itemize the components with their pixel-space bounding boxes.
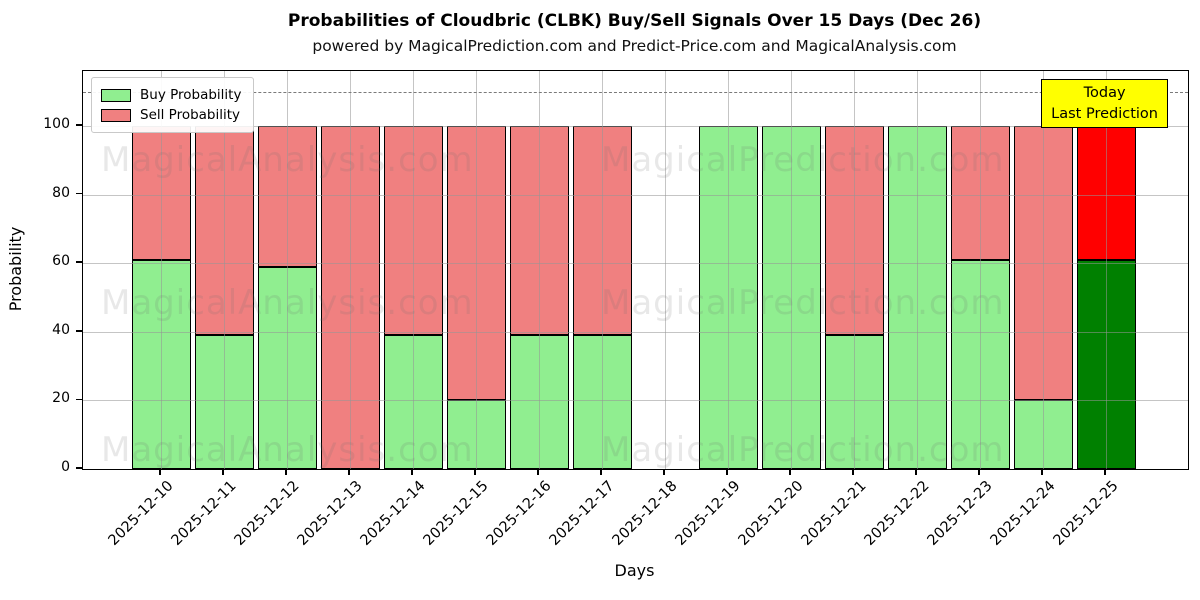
bar-segment-buy — [257, 266, 317, 469]
bar-segment-buy — [131, 259, 191, 469]
today-annotation-line1: Today — [1083, 85, 1126, 101]
x-tick-mark — [600, 469, 602, 475]
x-tick-mark — [222, 469, 224, 475]
y-tick-label: 0 — [61, 459, 70, 475]
x-tick-label: 2025-12-21 — [798, 478, 870, 549]
bar-segment-sell — [257, 125, 317, 267]
x-tick-label: 2025-12-14 — [357, 478, 429, 549]
y-tick-mark — [76, 192, 82, 195]
bar-segment-buy — [824, 335, 884, 469]
x-tick-label: 2025-12-24 — [987, 478, 1059, 549]
x-tick-label: 2025-12-18 — [609, 478, 681, 549]
bar-segment-sell — [446, 125, 506, 401]
bar-segment-buy — [1076, 259, 1136, 469]
x-tick-mark — [978, 469, 980, 475]
bar-segment-sell — [320, 125, 380, 469]
y-tick-mark — [76, 398, 82, 401]
chart-title: Probabilities of Cloudbric (CLBK) Buy/Se… — [287, 11, 982, 31]
y-tick-label: 60 — [52, 253, 70, 270]
bar-segment-sell — [1013, 125, 1073, 401]
y-tick-label: 20 — [52, 390, 70, 407]
x-tick-mark — [537, 469, 539, 475]
x-tick-mark — [159, 469, 161, 475]
x-tick-label: 2025-12-17 — [546, 478, 618, 549]
bar-segment-buy — [446, 400, 506, 469]
x-tick-label: 2025-12-13 — [294, 478, 366, 549]
bar-segment-buy — [698, 125, 758, 469]
x-tick-mark — [285, 469, 287, 475]
bar-segment-buy — [887, 125, 947, 469]
x-tick-label: 2025-12-22 — [861, 478, 933, 549]
bar-segment-buy — [761, 125, 821, 469]
x-tick-label: 2025-12-10 — [105, 478, 177, 549]
bar-segment-sell — [1076, 125, 1136, 260]
legend: Buy Probability Sell Probability — [91, 77, 255, 133]
buy-swatch-icon — [101, 88, 131, 102]
x-tick-mark — [1104, 469, 1106, 475]
legend-item-sell: Sell Probability — [101, 105, 241, 125]
bar-segment-buy — [1013, 400, 1073, 469]
bar-segment-buy — [509, 335, 569, 469]
bar-segment-sell — [383, 125, 443, 336]
today-annotation: Today Last Prediction — [1041, 79, 1168, 129]
bar-segment-buy — [950, 259, 1010, 469]
chart-subtitle: powered by MagicalPrediction.com and Pre… — [312, 37, 957, 55]
y-tick-mark — [76, 467, 82, 469]
legend-label-buy: Buy Probability — [140, 87, 242, 103]
plot-area: MagicalAnalysis.comMagicalPrediction.com… — [82, 70, 1189, 470]
bar-segment-buy — [194, 335, 254, 469]
x-tick-label: 2025-12-19 — [672, 478, 744, 549]
x-tick-mark — [1041, 469, 1043, 475]
x-tick-mark — [474, 469, 476, 475]
y-tick-mark — [76, 261, 82, 263]
x-tick-mark — [726, 469, 728, 475]
x-tick-mark — [663, 469, 665, 475]
bar-segment-sell — [194, 125, 254, 336]
y-axis-label: Probability — [6, 226, 25, 312]
bar-segment-sell — [131, 125, 191, 260]
bar-segment-sell — [572, 125, 632, 336]
x-tick-mark — [852, 469, 854, 475]
x-tick-label: 2025-12-16 — [483, 478, 555, 549]
x-tick-mark — [348, 469, 350, 475]
x-tick-mark — [411, 469, 413, 475]
legend-label-sell: Sell Probability — [140, 107, 241, 123]
x-tick-label: 2025-12-20 — [735, 478, 807, 549]
y-tick-label: 40 — [52, 321, 70, 338]
legend-item-buy: Buy Probability — [101, 85, 241, 105]
y-tick-mark — [76, 330, 82, 332]
x-tick-label: 2025-12-11 — [168, 478, 240, 549]
x-tick-label: 2025-12-23 — [924, 478, 996, 549]
x-tick-mark — [915, 469, 917, 475]
x-tick-mark — [789, 469, 791, 475]
x-tick-label: 2025-12-12 — [231, 478, 303, 549]
bar-segment-buy — [572, 335, 632, 469]
y-tick-mark — [76, 124, 82, 126]
x-tick-label: 2025-12-15 — [420, 478, 492, 549]
bar-segment-sell — [950, 125, 1010, 260]
bar-segment-sell — [824, 125, 884, 336]
y-tick-label: 80 — [52, 184, 70, 201]
bar-segment-sell — [509, 125, 569, 336]
today-annotation-line2: Last Prediction — [1051, 105, 1158, 122]
x-axis-label: Days — [614, 561, 655, 580]
y-tick-label: 100 — [43, 115, 70, 132]
bar-segment-buy — [383, 335, 443, 469]
x-tick-label: 2025-12-25 — [1050, 478, 1122, 549]
sell-swatch-icon — [101, 108, 131, 122]
